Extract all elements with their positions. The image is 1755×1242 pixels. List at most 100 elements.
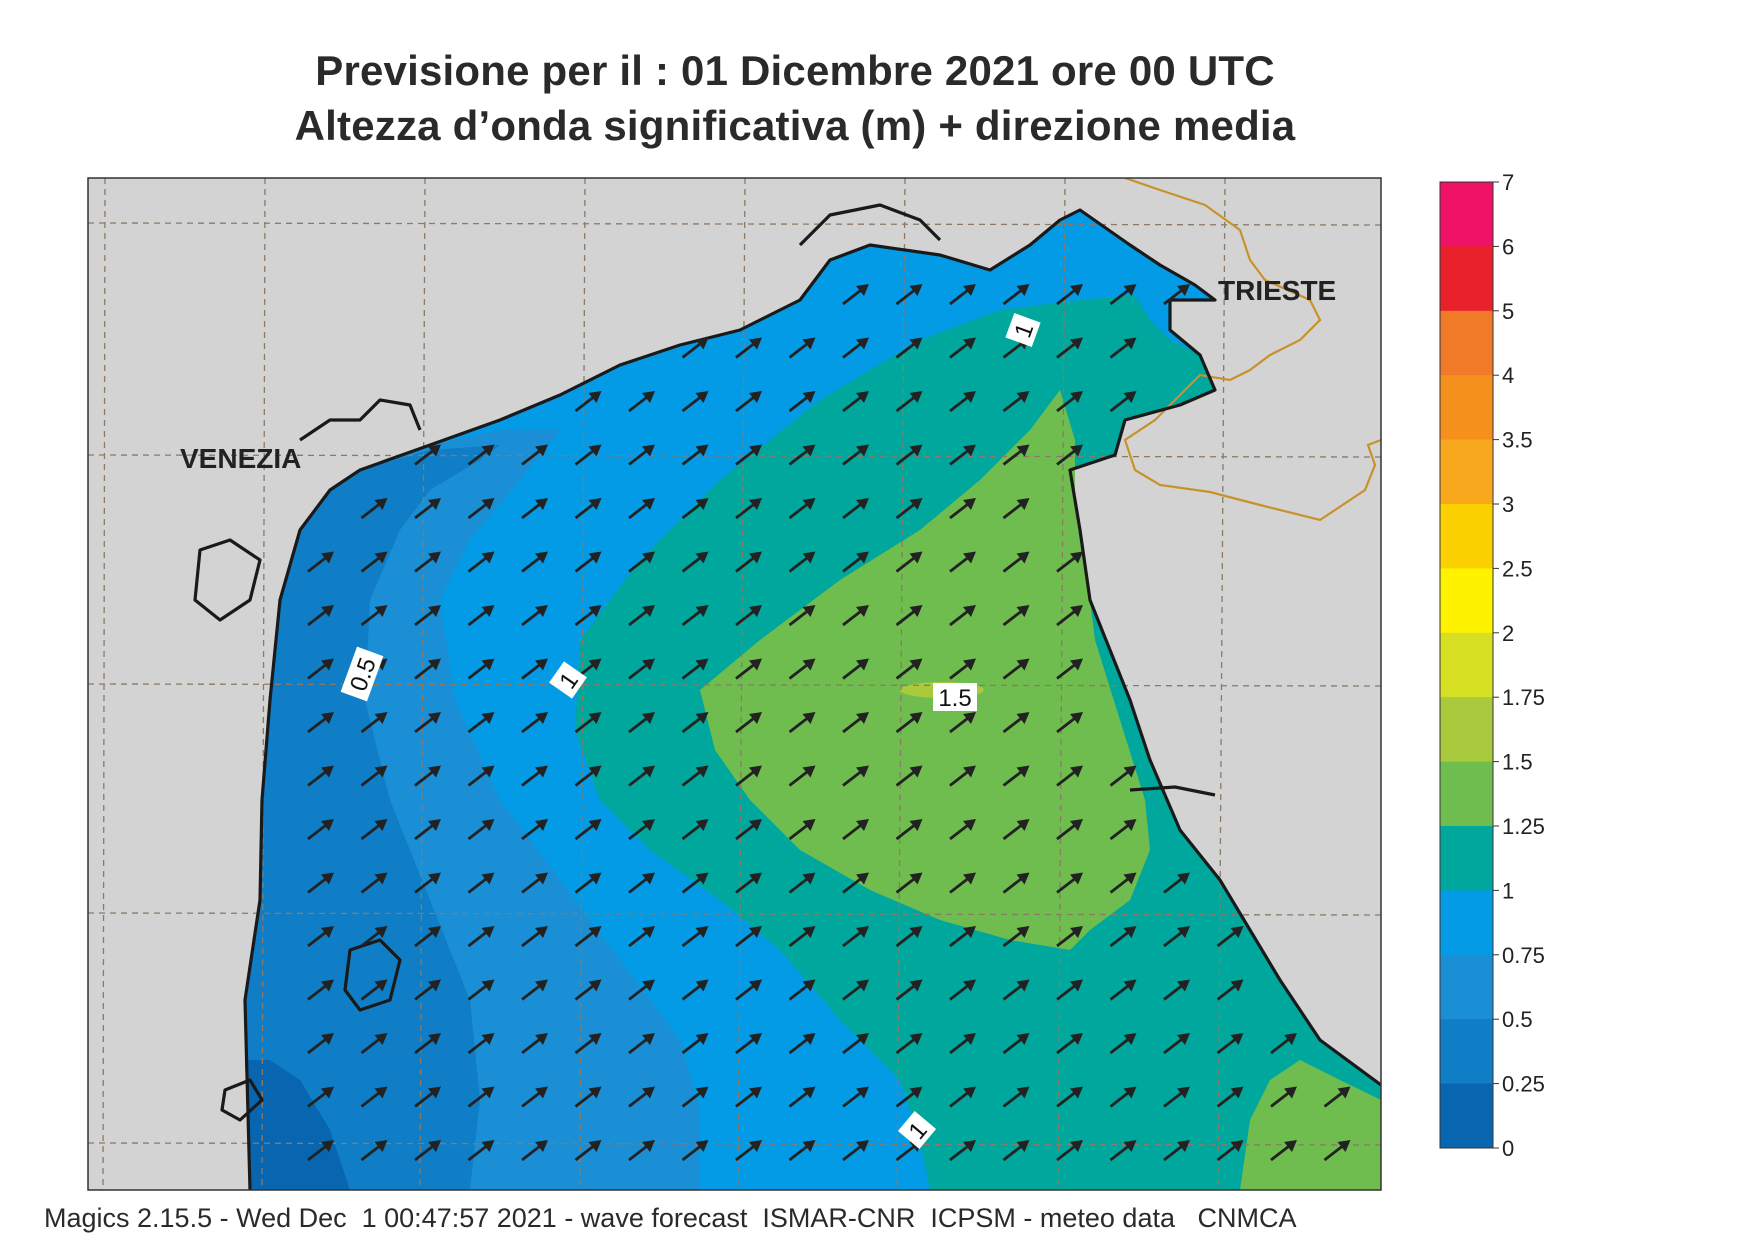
direction-arrow-head [909, 337, 923, 350]
direction-arrow-head [802, 551, 816, 564]
direction-arrow-head [802, 819, 816, 831]
direction-arrow-head [481, 605, 495, 617]
direction-arrow-head [535, 712, 548, 724]
direction-arrow-head [321, 1140, 334, 1152]
direction-arrow-head [642, 819, 655, 831]
direction-arrow-head [963, 444, 976, 457]
legend-tick-label: 1.25 [1502, 814, 1545, 839]
direction-arrow-head [1016, 872, 1030, 885]
contour-label-1-north: 1 [1005, 312, 1041, 348]
direction-arrow-head [1123, 1086, 1137, 1099]
direction-arrow-head [909, 551, 923, 564]
direction-arrow-head [963, 658, 976, 671]
direction-arrow-head [1016, 605, 1030, 617]
legend-swatch [1440, 568, 1493, 634]
direction-arrow-head [1016, 979, 1030, 992]
direction-arrow-head [1070, 872, 1083, 885]
direction-arrow-head [802, 712, 816, 724]
direction-arrow-head [481, 1140, 495, 1152]
direction-arrow-head [374, 605, 388, 617]
graticule [88, 178, 1381, 1190]
legend-swatch [1440, 246, 1493, 312]
direction-arrow-head [856, 444, 869, 457]
direction-arrow-head [588, 926, 602, 938]
direction-arrow-head [1016, 1086, 1030, 1099]
direction-arrow-head [535, 605, 548, 617]
direction-arrow-head [909, 498, 923, 510]
direction-arrow-head [802, 1086, 816, 1099]
direction-arrow-head [481, 658, 495, 671]
legend-tick-label: 5 [1502, 299, 1514, 324]
direction-arrow-head [695, 872, 709, 885]
direction-arrow-head [909, 819, 923, 831]
wave-direction-arrows [307, 284, 1351, 1162]
direction-arrow-head [1016, 926, 1030, 938]
direction-arrow-head [1016, 712, 1030, 724]
direction-arrow-head [856, 1086, 869, 1099]
map-title: Previsione per il : 01 Dicembre 2021 ore… [315, 47, 1275, 94]
direction-arrow-head [856, 391, 869, 403]
direction-arrow-head [695, 1086, 709, 1099]
direction-arrow-head [802, 498, 816, 510]
direction-arrow-head [1123, 337, 1137, 350]
legend-swatch [1440, 182, 1493, 247]
direction-arrow-head [856, 926, 869, 938]
direction-arrow-head [749, 498, 762, 510]
direction-arrow-head [1016, 444, 1030, 457]
direction-arrow-head [1123, 872, 1137, 885]
direction-arrow-head [428, 1033, 441, 1045]
legend-tick-label: 0.5 [1502, 1007, 1533, 1032]
direction-arrow-head [963, 872, 976, 885]
sea-zone-0-025 [245, 1060, 350, 1190]
direction-arrow-head [909, 1086, 923, 1099]
direction-arrow-head [535, 819, 548, 831]
direction-arrow-head [535, 498, 548, 510]
direction-arrow-head [481, 551, 495, 564]
direction-arrow-head [1070, 391, 1083, 403]
direction-arrow-head [695, 1140, 709, 1152]
direction-arrow-head [642, 1140, 655, 1152]
direction-arrow-head [695, 551, 709, 564]
direction-arrow-head [321, 819, 334, 831]
direction-arrow-head [1070, 658, 1083, 671]
direction-arrow-head [428, 658, 441, 671]
direction-arrow-head [374, 1086, 388, 1099]
direction-arrow-head [481, 1033, 495, 1045]
direction-arrow-head [1177, 979, 1190, 992]
direction-arrow-head [963, 391, 976, 403]
direction-arrow-head [1177, 926, 1190, 938]
direction-arrow-head [963, 926, 976, 938]
direction-arrow-head [909, 444, 923, 457]
direction-arrow-head [1070, 926, 1083, 938]
direction-arrow-head [535, 926, 548, 938]
direction-arrow-head [963, 1033, 976, 1045]
direction-arrow-head [1016, 551, 1030, 564]
direction-arrow-head [428, 444, 441, 457]
direction-arrow-head [909, 605, 923, 617]
direction-arrow-head [695, 712, 709, 724]
direction-arrow-head [802, 337, 816, 350]
coastline [193, 203, 1381, 1190]
direction-arrow-head [1016, 819, 1030, 831]
direction-arrow-head [642, 765, 655, 778]
direction-arrow-head [695, 979, 709, 992]
direction-arrow-head [749, 819, 762, 831]
legend-swatch [1440, 439, 1493, 505]
direction-arrow-head [535, 1140, 548, 1152]
direction-arrow-head [1016, 284, 1030, 296]
direction-arrow-head [428, 551, 441, 564]
direction-arrow-head [428, 765, 441, 778]
direction-arrow-head [856, 284, 869, 296]
direction-arrow-head [963, 979, 976, 992]
legend-swatch [1440, 375, 1493, 441]
direction-arrow-head [588, 1086, 602, 1099]
direction-arrow-head [749, 712, 762, 724]
direction-arrow-head [1230, 926, 1244, 938]
direction-arrow-head [321, 658, 334, 671]
direction-arrow-head [963, 284, 976, 296]
direction-arrow-head [856, 819, 869, 831]
map-frame [87, 177, 1382, 1191]
direction-arrow-head [1123, 765, 1137, 778]
direction-arrow-head [1177, 1086, 1190, 1099]
